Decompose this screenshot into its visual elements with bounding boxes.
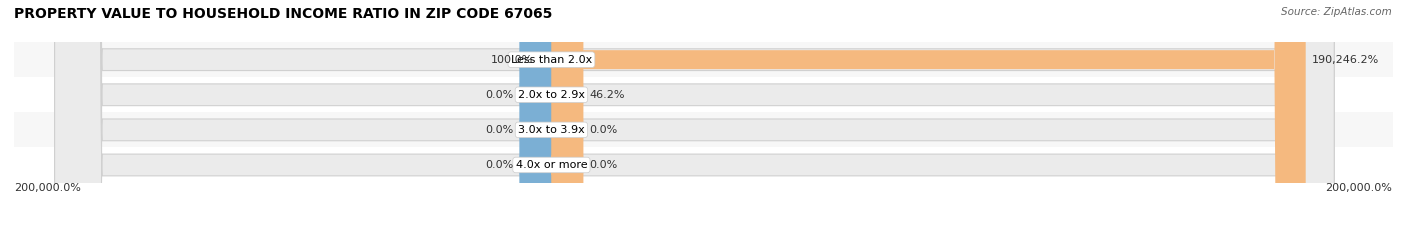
FancyBboxPatch shape bbox=[55, 0, 1334, 234]
Text: 0.0%: 0.0% bbox=[589, 125, 617, 135]
FancyBboxPatch shape bbox=[551, 0, 1306, 234]
Text: 200,000.0%: 200,000.0% bbox=[1324, 183, 1392, 193]
Text: 0.0%: 0.0% bbox=[485, 90, 513, 100]
FancyBboxPatch shape bbox=[55, 0, 1334, 234]
FancyBboxPatch shape bbox=[551, 0, 583, 234]
Text: Source: ZipAtlas.com: Source: ZipAtlas.com bbox=[1281, 7, 1392, 17]
Text: Less than 2.0x: Less than 2.0x bbox=[510, 55, 592, 65]
Text: 0.0%: 0.0% bbox=[485, 160, 513, 170]
Text: 4.0x or more: 4.0x or more bbox=[516, 160, 588, 170]
Text: 100.0%: 100.0% bbox=[491, 55, 533, 65]
FancyBboxPatch shape bbox=[520, 0, 551, 234]
Text: 0.0%: 0.0% bbox=[485, 125, 513, 135]
Text: 3.0x to 3.9x: 3.0x to 3.9x bbox=[517, 125, 585, 135]
FancyBboxPatch shape bbox=[55, 0, 1334, 234]
FancyBboxPatch shape bbox=[551, 0, 583, 234]
Text: 46.2%: 46.2% bbox=[589, 90, 624, 100]
Text: 190,246.2%: 190,246.2% bbox=[1312, 55, 1379, 65]
Text: 200,000.0%: 200,000.0% bbox=[14, 183, 82, 193]
Text: PROPERTY VALUE TO HOUSEHOLD INCOME RATIO IN ZIP CODE 67065: PROPERTY VALUE TO HOUSEHOLD INCOME RATIO… bbox=[14, 7, 553, 21]
FancyBboxPatch shape bbox=[551, 0, 583, 234]
Legend: Without Mortgage, With Mortgage: Without Mortgage, With Mortgage bbox=[582, 231, 824, 234]
Text: 2.0x to 2.9x: 2.0x to 2.9x bbox=[517, 90, 585, 100]
Text: 0.0%: 0.0% bbox=[589, 160, 617, 170]
FancyBboxPatch shape bbox=[55, 0, 1334, 234]
FancyBboxPatch shape bbox=[520, 0, 551, 234]
FancyBboxPatch shape bbox=[520, 0, 571, 234]
FancyBboxPatch shape bbox=[520, 0, 551, 234]
